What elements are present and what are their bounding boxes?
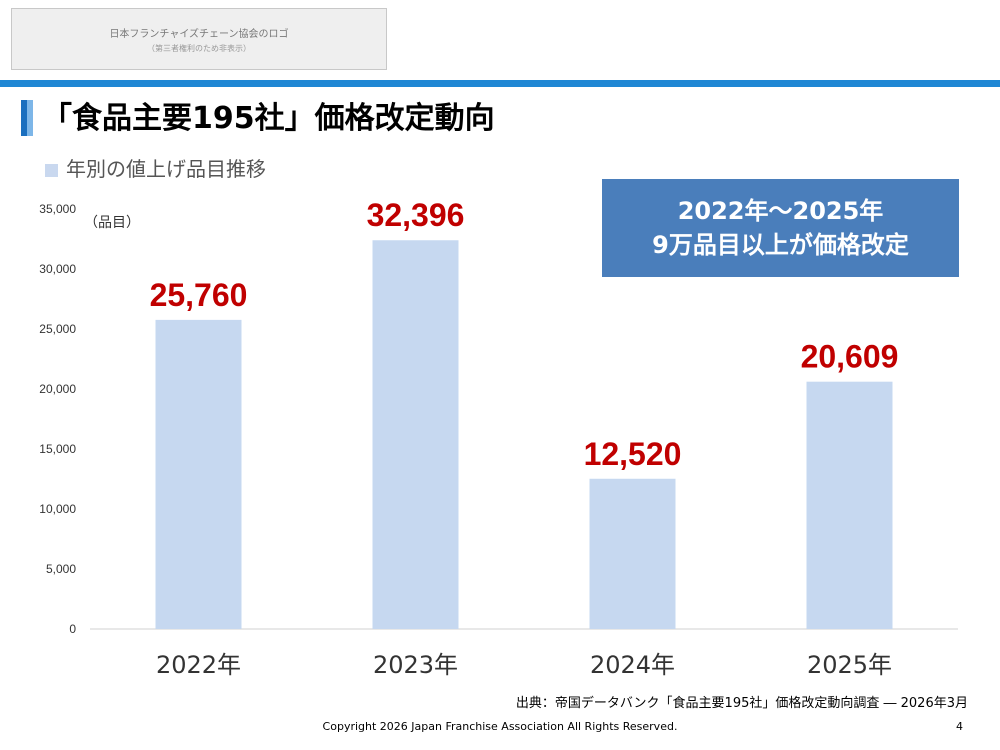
page-number: 4 bbox=[956, 720, 963, 733]
callout-line-2: 9万品目以上が価格改定 bbox=[652, 231, 909, 259]
y-axis-label: （品目） bbox=[84, 215, 140, 231]
x-tick-label: 2025年 bbox=[807, 651, 892, 679]
summary-callout: 2022年～2025年 9万品目以上が価格改定 bbox=[602, 179, 959, 277]
y-tick-label: 35,000 bbox=[39, 202, 76, 216]
source-note: 出典：帝国データバンク「食品主要195社」価格改定動向調査 ― 2026年3月 bbox=[515, 696, 968, 711]
x-tick-label: 2024年 bbox=[590, 651, 675, 679]
y-tick-label: 0 bbox=[69, 622, 76, 636]
y-tick-label: 5,000 bbox=[46, 562, 76, 576]
bar bbox=[806, 381, 893, 629]
bar bbox=[372, 240, 459, 630]
bar-chart: （品目） 0 5,000 10,000 15,000 20,000 25,000 30,000… bbox=[39, 197, 958, 679]
bar bbox=[589, 478, 676, 629]
header-rule bbox=[0, 80, 1000, 87]
data-label: 32,396 bbox=[367, 197, 465, 233]
y-tick-label: 25,000 bbox=[39, 322, 76, 336]
legend-label: 年別の値上げ品目推移 bbox=[66, 157, 266, 181]
logo-placeholder-note: （第三者権利のため非表示） bbox=[147, 44, 251, 53]
y-tick-label: 20,000 bbox=[39, 382, 76, 396]
copyright: Copyright 2026 Japan Franchise Associati… bbox=[322, 720, 678, 733]
x-tick-label: 2023年 bbox=[373, 651, 458, 679]
legend-swatch bbox=[45, 164, 58, 177]
callout-line-1: 2022年～2025年 bbox=[677, 197, 884, 225]
title-accent-bar bbox=[21, 100, 33, 136]
logo-placeholder-text: 日本フランチャイズチェーン協会のロゴ bbox=[109, 29, 289, 40]
logo-placeholder: 日本フランチャイズチェーン協会のロゴ （第三者権利のため非表示） bbox=[11, 8, 387, 70]
x-tick-label: 2022年 bbox=[156, 651, 241, 679]
data-label: 12,520 bbox=[584, 436, 682, 472]
data-label: 25,760 bbox=[150, 277, 248, 313]
data-label: 20,609 bbox=[801, 339, 899, 375]
slide-title: 「食品主要195社」価格改定動向 bbox=[42, 101, 495, 136]
y-tick-label: 30,000 bbox=[39, 262, 76, 276]
y-tick-label: 10,000 bbox=[39, 502, 76, 516]
y-tick-label: 15,000 bbox=[39, 442, 76, 456]
bar bbox=[155, 319, 242, 629]
